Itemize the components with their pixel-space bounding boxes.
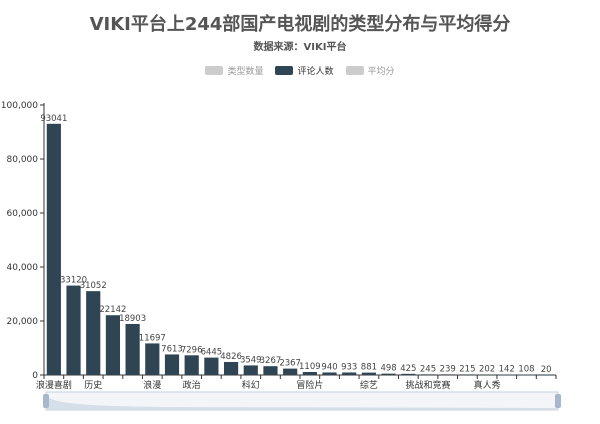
datazoom-handle-left[interactable] — [43, 394, 49, 408]
data-label: 881 — [361, 363, 377, 373]
data-label: 7296 — [181, 345, 203, 355]
bar — [223, 361, 239, 375]
data-label: 425 — [400, 364, 416, 374]
data-label: 33120 — [60, 276, 87, 286]
bar — [263, 366, 278, 375]
bar — [499, 374, 514, 376]
data-label: 940 — [321, 362, 337, 372]
x-tick-label: 挑战和竞赛 — [405, 379, 450, 391]
data-label: 245 — [420, 364, 436, 374]
bar — [539, 374, 554, 376]
data-label: 20 — [541, 365, 552, 375]
data-label: 142 — [499, 365, 515, 375]
data-label: 3267 — [260, 356, 282, 366]
x-tick-label: 政治 — [183, 379, 201, 391]
legend-label: 平均分 — [367, 67, 395, 77]
data-label: 3549 — [240, 355, 262, 365]
x-tick-label: 历史 — [84, 379, 102, 391]
legend-item-average-score[interactable]: 平均分 — [345, 64, 395, 77]
y-tick-label: 80,000 — [7, 155, 39, 165]
legend-swatch — [205, 66, 224, 75]
x-tick-label: 冒险片 — [296, 379, 323, 391]
legend-swatch — [345, 66, 364, 75]
data-label: 93041 — [40, 114, 67, 124]
data-label: 31052 — [80, 281, 107, 291]
bar — [322, 372, 337, 375]
bar — [86, 291, 101, 375]
data-label: 22142 — [99, 305, 126, 315]
y-tick-label: 40,000 — [7, 263, 39, 273]
data-label: 4826 — [220, 352, 242, 362]
bar — [66, 285, 81, 375]
bar — [105, 315, 121, 375]
bar — [479, 374, 495, 376]
y-tick-label: 20,000 — [7, 317, 39, 327]
x-tick-label: 浪漫 — [143, 379, 161, 391]
legend-swatch — [275, 66, 294, 75]
legend: 类型数量 评论人数 平均分 — [0, 64, 600, 77]
bar — [342, 372, 357, 375]
bar — [302, 372, 317, 375]
data-label: 18903 — [119, 314, 146, 324]
chart-subtitle: 数据来源：VIKI平台 — [253, 42, 347, 53]
data-label: 108 — [518, 365, 534, 375]
x-tick-label: 综艺 — [360, 379, 378, 391]
bar — [283, 368, 298, 375]
y-tick-label: 100,000 — [1, 101, 38, 111]
bar — [204, 357, 219, 375]
bar — [401, 373, 416, 375]
bar — [381, 373, 396, 375]
bar — [420, 374, 436, 375]
bar — [46, 123, 61, 375]
legend-item-type-count[interactable]: 类型数量 — [205, 64, 263, 77]
bar — [361, 372, 377, 375]
bar — [184, 355, 199, 375]
bar — [145, 343, 160, 375]
y-tick-label: 0 — [32, 371, 38, 381]
x-tick-label: 科幻 — [242, 379, 260, 391]
bar — [519, 374, 534, 376]
data-label: 215 — [459, 364, 475, 374]
data-label: 7613 — [161, 344, 183, 354]
y-tick-label: 60,000 — [7, 209, 39, 219]
data-label: 6445 — [201, 348, 223, 358]
x-tick-label: 浪漫喜剧 — [36, 379, 72, 391]
bar — [164, 354, 180, 375]
bar — [243, 365, 258, 375]
data-label: 933 — [341, 362, 357, 372]
data-label: 202 — [479, 364, 495, 374]
data-label: 1109 — [299, 362, 321, 372]
bar — [125, 323, 140, 375]
bar — [460, 374, 475, 376]
bar — [440, 374, 455, 375]
datazoom-preview — [46, 396, 558, 410]
data-label: 498 — [380, 364, 396, 374]
legend-label: 类型数量 — [227, 67, 264, 77]
legend-item-comment-count[interactable]: 评论人数 — [275, 64, 334, 77]
legend-label: 评论人数 — [297, 67, 334, 77]
data-label: 239 — [440, 364, 456, 374]
chart-title: VIKI平台上244部国产电视剧的类型分布与平均得分 — [89, 14, 511, 35]
data-label: 2367 — [279, 359, 301, 369]
x-tick-label: 真人秀 — [474, 379, 501, 391]
data-label: 11697 — [139, 333, 166, 343]
datazoom-handle-right[interactable] — [555, 394, 561, 408]
